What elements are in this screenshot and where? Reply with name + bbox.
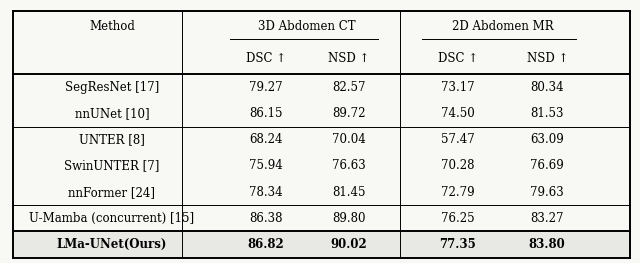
Text: 68.24: 68.24 (249, 133, 282, 146)
Text: 89.72: 89.72 (332, 107, 365, 120)
Text: Method: Method (89, 20, 135, 33)
Text: 76.69: 76.69 (531, 159, 564, 172)
Text: SwinUNTER [7]: SwinUNTER [7] (64, 159, 160, 172)
Text: 76.63: 76.63 (332, 159, 365, 172)
Text: UNTER [8]: UNTER [8] (79, 133, 145, 146)
Text: U-Mamba (concurrent) [15]: U-Mamba (concurrent) [15] (29, 212, 195, 225)
Text: 76.25: 76.25 (441, 212, 474, 225)
Text: 72.79: 72.79 (441, 186, 474, 199)
Text: 86.38: 86.38 (249, 212, 282, 225)
Text: 75.94: 75.94 (249, 159, 282, 172)
Text: 70.28: 70.28 (441, 159, 474, 172)
Text: 82.57: 82.57 (332, 81, 365, 94)
Text: 79.63: 79.63 (531, 186, 564, 199)
Text: 89.80: 89.80 (332, 212, 365, 225)
Text: LMa-UNet(Ours): LMa-UNet(Ours) (57, 238, 167, 251)
Text: 3D Abdomen CT: 3D Abdomen CT (259, 20, 356, 33)
Text: 73.17: 73.17 (441, 81, 474, 94)
Text: 2D Abdomen MR: 2D Abdomen MR (452, 20, 553, 33)
Text: DSC ↑: DSC ↑ (246, 52, 285, 65)
Text: 77.35: 77.35 (439, 238, 476, 251)
Text: 86.15: 86.15 (249, 107, 282, 120)
Text: 63.09: 63.09 (531, 133, 564, 146)
Text: 86.82: 86.82 (247, 238, 284, 251)
Text: 74.50: 74.50 (441, 107, 474, 120)
Text: 83.27: 83.27 (531, 212, 564, 225)
Text: 79.27: 79.27 (249, 81, 282, 94)
Text: NSD ↑: NSD ↑ (328, 52, 369, 65)
Text: 70.04: 70.04 (332, 133, 365, 146)
Text: 78.34: 78.34 (249, 186, 282, 199)
Text: SegResNet [17]: SegResNet [17] (65, 81, 159, 94)
Text: 81.53: 81.53 (531, 107, 564, 120)
Text: nnUNet [10]: nnUNet [10] (75, 107, 149, 120)
Text: DSC ↑: DSC ↑ (438, 52, 477, 65)
Text: NSD ↑: NSD ↑ (527, 52, 568, 65)
Text: 81.45: 81.45 (332, 186, 365, 199)
Text: 83.80: 83.80 (529, 238, 566, 251)
Text: 90.02: 90.02 (330, 238, 367, 251)
Bar (13, 231, 630, 258)
Text: nnFormer [24]: nnFormer [24] (68, 186, 156, 199)
Text: 80.34: 80.34 (531, 81, 564, 94)
Text: 57.47: 57.47 (441, 133, 474, 146)
